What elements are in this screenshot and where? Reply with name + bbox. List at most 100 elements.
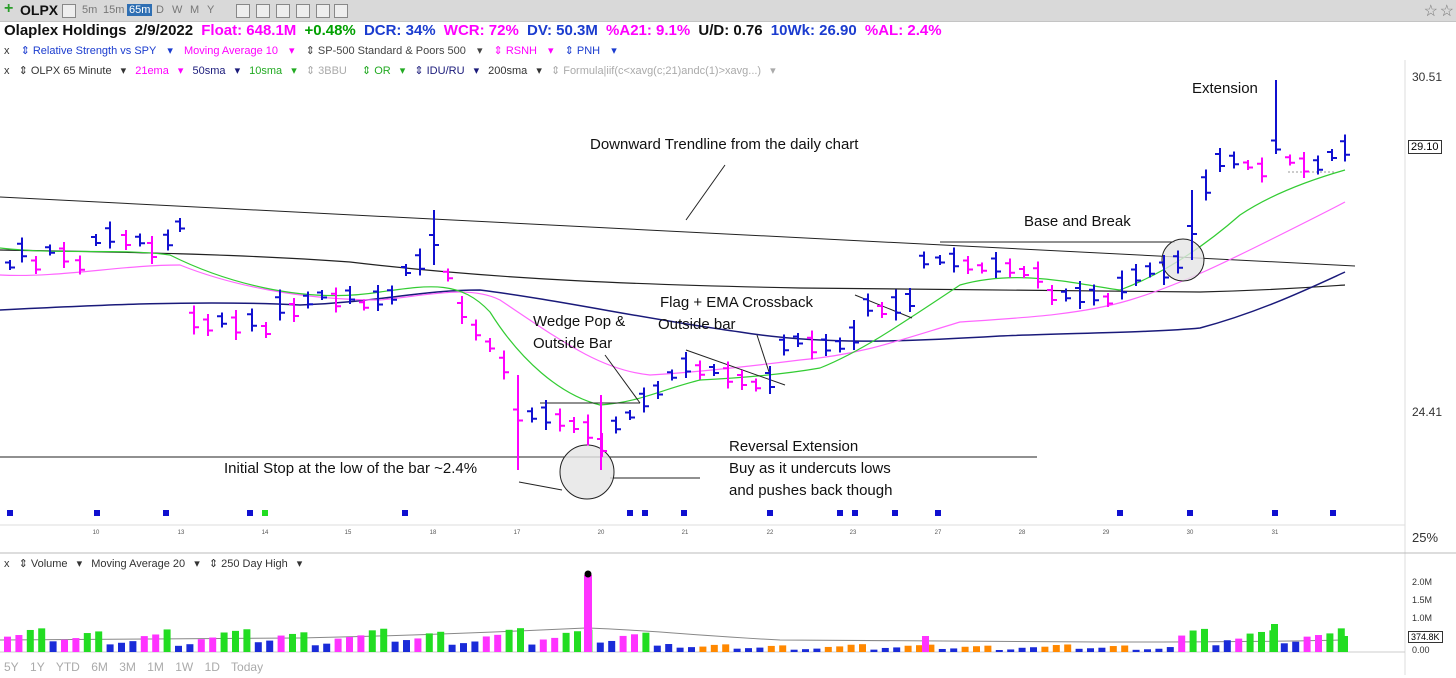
indicator-200sma[interactable]: 200sma ▾ — [488, 65, 542, 77]
indicator-row: x ⇕ Relative Strength vs SPY ▾ Moving Av… — [4, 44, 625, 57]
range-today[interactable]: Today — [231, 660, 264, 674]
indicator-ma10[interactable]: Moving Average 10 ▾ — [184, 45, 295, 57]
indicator-volume[interactable]: ⇕ Volume ▾ — [18, 558, 83, 570]
volume-bar — [1064, 644, 1072, 652]
event-marker — [1187, 510, 1193, 516]
chart-symbol[interactable]: ⇕ OLPX 65 Minute ▾ — [18, 65, 127, 77]
volume-bar — [254, 642, 262, 652]
tools-icon[interactable] — [334, 4, 348, 18]
indicator-or[interactable]: ⇕ OR ▾ — [361, 65, 406, 77]
price-bar — [991, 252, 1001, 278]
annotation-reversal-2: Buy as it undercuts lows — [729, 460, 891, 477]
price-bar — [1019, 266, 1029, 278]
indicator-pnh[interactable]: ⇕ PNH ▾ — [564, 45, 617, 57]
star-icon[interactable]: ☆ — [1423, 3, 1438, 20]
range-1w[interactable]: 1W — [175, 660, 194, 674]
indicator-idu[interactable]: ⇕ IDU/RU ▾ — [414, 65, 480, 77]
range-ytd[interactable]: YTD — [55, 660, 80, 674]
close-volume-icon[interactable]: x — [4, 558, 10, 570]
tf-15m[interactable]: 15m — [103, 4, 125, 16]
price-bar — [121, 230, 131, 250]
indicator-sp500[interactable]: ⇕ SP-500 Standard & Poors 500 ▾ — [305, 45, 483, 57]
pencil-icon[interactable] — [296, 4, 310, 18]
al-stat: %AL: 2.4% — [864, 22, 942, 39]
annotation-trendline: Downward Trendline from the daily chart — [590, 136, 859, 153]
price-bar — [821, 334, 831, 356]
close-indicators-icon[interactable]: x — [4, 45, 10, 57]
symbol-label[interactable]: OLPX — [20, 2, 59, 18]
compare-icon[interactable] — [316, 4, 330, 18]
range-1m[interactable]: 1M — [147, 660, 164, 674]
add-symbol-icon[interactable]: + — [4, 0, 14, 17]
current-price-label: 29.10 — [1408, 140, 1442, 154]
price-bar — [625, 410, 635, 420]
tf-w[interactable]: W — [172, 4, 183, 16]
price-bar — [289, 298, 299, 322]
range-1d[interactable]: 1D — [204, 660, 220, 674]
price-bar — [189, 305, 199, 335]
price-bar — [31, 256, 41, 274]
price-bar — [779, 334, 789, 356]
tf-m[interactable]: M — [190, 4, 200, 16]
volume-bar — [1030, 647, 1037, 652]
price-bar — [247, 308, 257, 332]
price-bar — [1145, 262, 1155, 278]
close-chart-icon[interactable]: x — [4, 65, 10, 77]
volume-bar — [733, 648, 741, 652]
event-marker — [94, 510, 100, 516]
price-bar — [387, 285, 397, 305]
price-bar — [275, 289, 285, 321]
date-label: 21 — [682, 530, 689, 536]
draw-icon[interactable] — [276, 4, 290, 18]
indicator-rs[interactable]: ⇕ Relative Strength vs SPY ▾ — [20, 45, 173, 57]
price-bar — [1257, 157, 1267, 183]
indicator-21ema[interactable]: 21ema ▾ — [135, 65, 184, 77]
indicator-250dh[interactable]: ⇕ 250 Day High ▾ — [208, 558, 303, 570]
vol-label-15m: 1.5M — [1412, 595, 1433, 605]
volume-bar — [1052, 645, 1060, 652]
indicator-50sma[interactable]: 50sma ▾ — [192, 65, 241, 77]
volume-bar — [745, 648, 752, 652]
volume-bar — [505, 629, 513, 652]
volume-bar — [699, 646, 707, 652]
indicator-vol-ma20[interactable]: Moving Average 20 ▾ — [91, 558, 200, 570]
volume-bar — [38, 628, 46, 652]
date-label: 23 — [850, 530, 857, 536]
volume-bar — [1087, 648, 1094, 652]
tf-y[interactable]: Y — [207, 4, 215, 16]
volume-bar — [1303, 636, 1311, 652]
indicator-rsnh[interactable]: ⇕ RSNH ▾ — [493, 45, 554, 57]
stock-header: Olaplex Holdings 2/9/2022 Float: 648.1M … — [4, 22, 946, 42]
settings-icon[interactable] — [62, 4, 76, 18]
volume-bar — [1144, 649, 1151, 652]
tf-5m[interactable]: 5m — [82, 4, 98, 16]
volume-bar — [995, 650, 1003, 652]
ema21-line — [0, 201, 1346, 376]
indicator-10sma[interactable]: 10sma ▾ — [249, 65, 297, 77]
grid-icon[interactable] — [256, 4, 270, 18]
chart-type-icon[interactable] — [236, 4, 250, 18]
price-bar — [891, 289, 901, 321]
range-1y[interactable]: 1Y — [30, 660, 45, 674]
price-bar — [1103, 293, 1113, 307]
price-bar — [681, 352, 691, 378]
price-bar — [175, 218, 185, 232]
price-bar — [415, 248, 425, 276]
range-3m[interactable]: 3M — [119, 660, 136, 674]
date-label: 10 — [93, 530, 100, 536]
event-marker — [627, 510, 633, 516]
price-bar — [303, 291, 313, 309]
event-marker — [1117, 510, 1123, 516]
range-5y[interactable]: 5Y — [4, 660, 19, 674]
volume-bar — [1007, 649, 1015, 652]
tf-65m[interactable]: 65m — [127, 4, 153, 16]
favorite-icon[interactable]: ☆ — [1439, 3, 1454, 20]
range-6m[interactable]: 6M — [91, 660, 108, 674]
indicator-formula[interactable]: ⇕ Formula|iif(c<xavg(c;21)andc(1)>xavg..… — [550, 65, 776, 77]
price-bar — [737, 370, 747, 390]
tf-d[interactable]: D — [156, 4, 164, 16]
indicator-3bbu[interactable]: ⇕ 3BBU — [305, 65, 347, 77]
date-label: 28 — [1019, 530, 1026, 536]
volume-bar — [927, 644, 935, 652]
